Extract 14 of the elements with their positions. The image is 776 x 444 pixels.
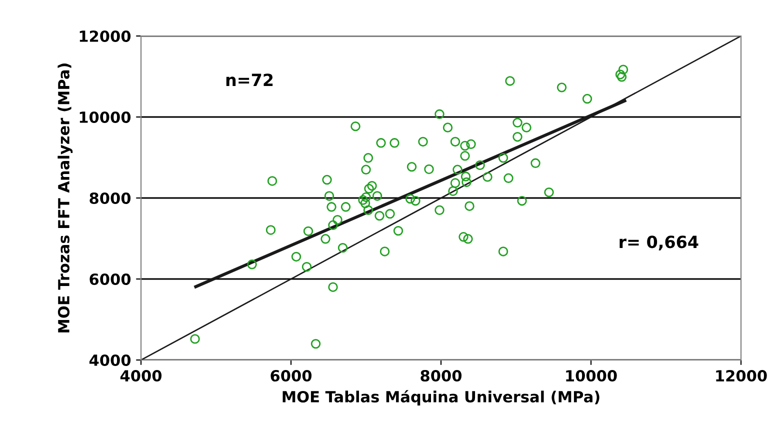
y-tick-label: 12000 xyxy=(80,30,131,42)
annotation: n=72 xyxy=(226,74,273,86)
y-axis-title: MOE Trozas FFT Analyzer (MPa) xyxy=(58,64,73,332)
x-tick-label: 12000 xyxy=(716,370,767,382)
y-tick-label: 10000 xyxy=(80,111,131,124)
x-tick-label: 8000 xyxy=(420,370,462,382)
x-tick-label: 4000 xyxy=(120,370,162,382)
annotation: r= 0,664 xyxy=(620,236,698,250)
x-tick-label: 6000 xyxy=(270,370,312,382)
x-axis-title: MOE Tablas Máquina Universal (MPa) xyxy=(282,390,600,406)
y-tick-label: 8000 xyxy=(90,192,131,204)
x-tick-label: 10000 xyxy=(566,370,617,382)
y-tick-label: 6000 xyxy=(90,273,131,286)
y-tick-label: 4000 xyxy=(89,354,131,366)
